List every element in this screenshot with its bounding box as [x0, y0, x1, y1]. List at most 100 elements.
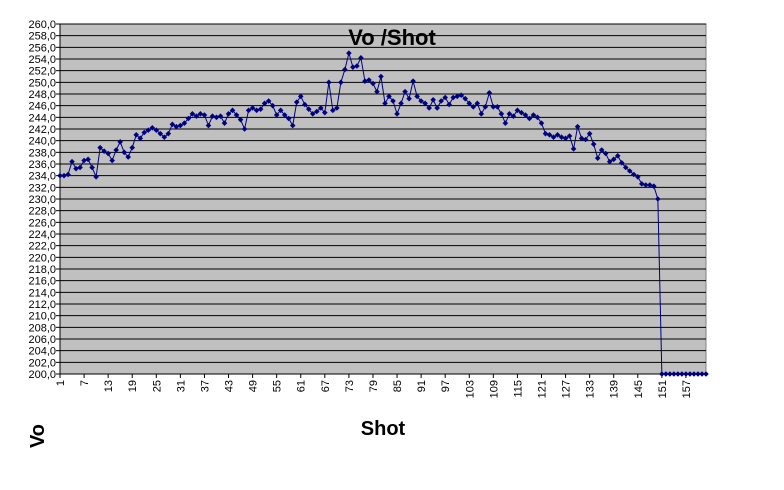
chart-title: Vo /Shot	[348, 25, 436, 50]
data-point	[318, 105, 324, 111]
data-point	[683, 371, 689, 377]
data-point	[245, 107, 252, 114]
y-tick-label: 230,0	[28, 194, 56, 206]
data-point	[65, 171, 71, 178]
data-point	[101, 148, 107, 154]
data-point	[201, 112, 208, 118]
data-point	[293, 99, 300, 105]
data-point	[305, 106, 312, 112]
y-tick-label: 234,0	[28, 171, 56, 183]
data-point	[663, 371, 669, 377]
data-point	[482, 104, 489, 110]
data-point	[358, 55, 364, 61]
data-point	[582, 136, 589, 143]
x-tick-label: 73	[344, 380, 356, 392]
data-point	[675, 371, 681, 377]
y-tick-label: 254,0	[28, 54, 56, 66]
data-point	[667, 371, 673, 377]
y-tick-label: 258,0	[28, 31, 56, 43]
data-point	[69, 158, 75, 165]
data-point	[121, 149, 127, 156]
x-tick-label: 133	[585, 380, 597, 398]
data-point	[598, 147, 605, 153]
data-point	[261, 100, 268, 107]
data-point	[342, 66, 348, 73]
data-point	[506, 111, 513, 117]
data-point	[687, 371, 693, 377]
data-point	[522, 112, 529, 118]
data-point	[113, 147, 119, 153]
data-point	[659, 371, 665, 377]
data-point	[153, 127, 160, 133]
data-point	[418, 98, 424, 104]
data-point	[285, 115, 292, 122]
data-point	[338, 79, 344, 86]
x-axis-label: Shot	[361, 418, 406, 440]
data-point	[566, 133, 573, 139]
data-point	[129, 144, 136, 151]
data-point	[478, 111, 485, 117]
x-tick-label: 157	[681, 380, 693, 398]
y-tick-label: 212,0	[28, 299, 56, 311]
data-point	[366, 77, 372, 83]
y-tick-label: 204,0	[28, 346, 56, 358]
y-tick-label: 210,0	[28, 311, 56, 323]
data-point	[490, 104, 497, 110]
x-tick-label: 19	[127, 380, 139, 392]
data-point	[394, 111, 400, 117]
data-point	[570, 146, 577, 152]
data-point	[643, 182, 649, 188]
y-tick-label: 218,0	[28, 264, 56, 276]
y-tick-label: 240,0	[28, 136, 56, 148]
data-point	[703, 371, 709, 377]
data-point	[434, 105, 440, 111]
data-point	[398, 100, 404, 107]
data-point	[695, 371, 701, 377]
data-point	[574, 123, 581, 130]
x-tick-label: 121	[536, 380, 548, 398]
data-point	[205, 122, 212, 129]
x-tick-label: 1	[55, 380, 67, 386]
data-point	[546, 132, 553, 138]
data-point	[562, 135, 569, 142]
data-point	[691, 371, 697, 377]
x-tick-label: 31	[175, 380, 187, 392]
data-point	[253, 107, 260, 114]
data-point	[486, 90, 493, 96]
data-point	[301, 101, 308, 108]
data-point	[197, 111, 204, 117]
data-point	[466, 100, 473, 107]
data-point	[446, 101, 453, 108]
x-tick-label: 97	[440, 380, 452, 392]
data-point	[169, 121, 176, 128]
data-point	[181, 120, 188, 126]
data-point	[454, 93, 461, 100]
y-tick-label: 246,0	[28, 101, 56, 113]
data-point	[189, 111, 196, 117]
y-tick-label: 252,0	[28, 66, 56, 78]
x-tick-label: 37	[199, 380, 211, 392]
y-tick-label: 220,0	[28, 252, 56, 264]
data-point	[309, 111, 316, 117]
data-point	[430, 97, 436, 103]
data-point	[105, 150, 111, 157]
data-point	[622, 164, 629, 171]
data-point	[229, 107, 236, 114]
data-point	[458, 92, 465, 98]
data-point	[277, 107, 284, 114]
y-tick-label: 222,0	[28, 241, 56, 253]
data-point	[542, 130, 549, 137]
data-point	[237, 116, 244, 123]
data-point	[586, 130, 593, 137]
data-point	[145, 127, 152, 133]
data-point	[165, 130, 172, 137]
data-point	[502, 120, 509, 126]
data-point	[330, 107, 336, 114]
x-tick-label: 115	[512, 380, 524, 398]
x-tick-label: 109	[488, 380, 500, 398]
data-point	[518, 109, 525, 116]
y-tick-label: 242,0	[28, 124, 56, 136]
x-tick-label: 91	[416, 380, 428, 392]
y-axis-label: Vo	[27, 424, 49, 448]
x-tick-label: 13	[103, 380, 115, 392]
